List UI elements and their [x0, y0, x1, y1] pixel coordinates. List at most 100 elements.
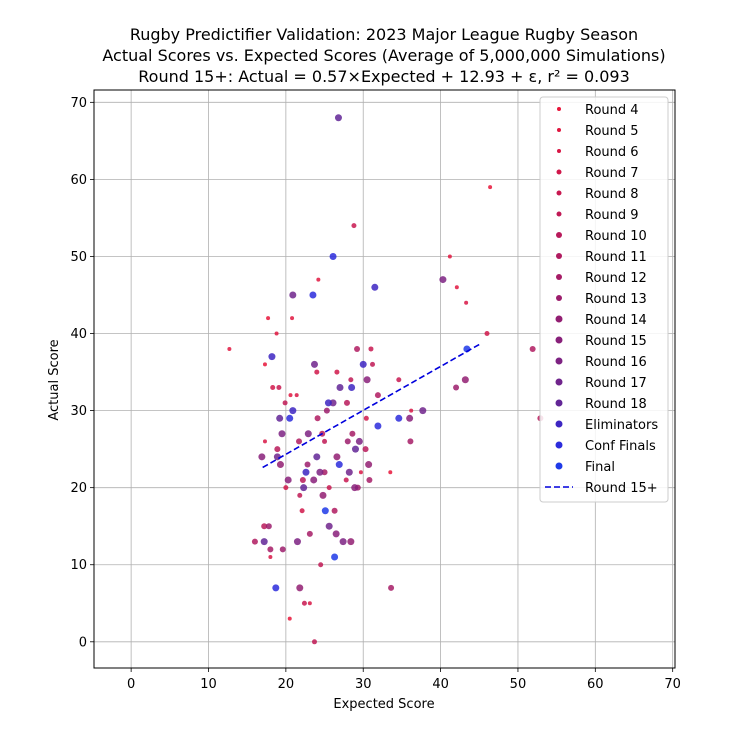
legend-marker [555, 378, 563, 386]
y-tick-label: 10 [70, 558, 87, 573]
point-round-7 [484, 331, 490, 337]
point-round-7 [363, 415, 369, 421]
point-round-6 [294, 393, 299, 398]
x-tick-label: 30 [355, 677, 372, 692]
legend-marker [555, 420, 563, 428]
point-round-18 [351, 445, 359, 453]
legend-marker [556, 295, 562, 301]
point-eliminators [289, 407, 297, 415]
point-round-16 [339, 538, 347, 546]
point-conf-finals [272, 584, 280, 592]
point-round-4 [262, 362, 267, 367]
point-round-5 [290, 316, 295, 321]
point-round-15 [351, 484, 359, 492]
point-round-17 [345, 468, 353, 476]
point-round-13 [323, 407, 330, 414]
point-round-18 [300, 484, 308, 492]
point-round-8 [343, 477, 349, 483]
point-round-16 [316, 468, 324, 476]
point-round-18 [313, 453, 321, 461]
legend-marker [556, 232, 562, 238]
point-round-17 [310, 360, 318, 368]
legend-label: Round 6 [585, 145, 639, 160]
x-tick-label: 50 [510, 677, 527, 692]
point-eliminators [302, 468, 310, 476]
point-conf-finals [395, 414, 403, 422]
point-round-14 [276, 461, 284, 469]
legend-label-fit: Round 15+ [585, 481, 658, 496]
point-round-13 [304, 461, 311, 468]
point-round-14 [296, 584, 304, 592]
point-eliminators [371, 283, 379, 291]
x-tick-label: 20 [278, 677, 295, 692]
point-round-10 [362, 446, 369, 453]
point-conf-finals [335, 461, 343, 469]
point-round-12 [306, 530, 313, 537]
legend-marker [557, 128, 561, 132]
data-points [227, 114, 544, 645]
point-conf-finals [286, 414, 294, 422]
point-round-17 [419, 407, 427, 415]
point-round-6 [464, 300, 469, 305]
point-round-11 [354, 345, 361, 352]
point-round-8 [351, 223, 357, 229]
legend-marker [556, 169, 562, 175]
legend-marker [555, 399, 563, 407]
point-round-14 [461, 376, 469, 384]
point-round-14 [365, 461, 373, 469]
point-round-7 [314, 369, 320, 375]
point-round-6 [358, 470, 363, 475]
legend-label: Round 15 [585, 334, 647, 349]
point-round-9 [318, 562, 324, 568]
point-eliminators [359, 360, 367, 368]
point-round-16 [293, 538, 301, 546]
point-round-15 [284, 476, 292, 484]
legend-label: Round 7 [585, 166, 639, 181]
point-round-5 [447, 254, 452, 259]
point-round-15 [406, 414, 414, 422]
point-round-11 [296, 438, 303, 445]
point-round-8 [368, 346, 374, 352]
point-round-4 [287, 616, 292, 621]
point-round-7 [270, 384, 276, 390]
point-round-18 [336, 383, 344, 391]
point-round-11 [529, 345, 536, 352]
point-round-5 [227, 346, 232, 351]
fit-line [262, 342, 482, 469]
legend-marker [556, 253, 562, 259]
point-round-16 [304, 430, 312, 438]
point-round-5 [454, 285, 459, 290]
point-round-18 [260, 538, 268, 546]
legend-label: Round 12 [585, 271, 647, 286]
point-round-13 [453, 384, 460, 391]
axis-ticks: 0 10 20 30 40 50 60 70 0 10 20 30 40 50 60 70 [70, 96, 680, 692]
point-round-12 [349, 430, 356, 437]
point-round-9 [348, 377, 354, 383]
point-round-7 [283, 485, 289, 491]
point-round-14 [319, 491, 327, 499]
y-tick-label: 0 [79, 635, 87, 650]
legend-label: Round 14 [585, 313, 647, 328]
point-round-6 [262, 439, 267, 444]
legend-label: Eliminators [585, 418, 658, 433]
legend-marker [555, 315, 563, 323]
point-round-15 [258, 453, 266, 461]
legend-marker [557, 107, 561, 111]
point-round-14 [347, 538, 355, 546]
point-round-8 [301, 600, 307, 606]
point-round-10 [274, 446, 281, 453]
x-axis-label: Expected Score [333, 697, 434, 712]
point-round-8 [276, 384, 282, 390]
point-round-18 [334, 114, 342, 122]
point-round-16 [355, 437, 363, 445]
point-round-15 [310, 476, 318, 484]
point-round-7 [299, 508, 305, 514]
legend-marker [556, 190, 562, 196]
point-round-5 [288, 393, 293, 398]
point-round-5 [316, 277, 321, 282]
point-round-13 [265, 523, 272, 530]
point-round-15 [363, 376, 371, 384]
legend-label: Round 4 [585, 103, 639, 118]
point-round-6 [409, 408, 414, 413]
legend-label: Conf Finals [585, 439, 656, 454]
